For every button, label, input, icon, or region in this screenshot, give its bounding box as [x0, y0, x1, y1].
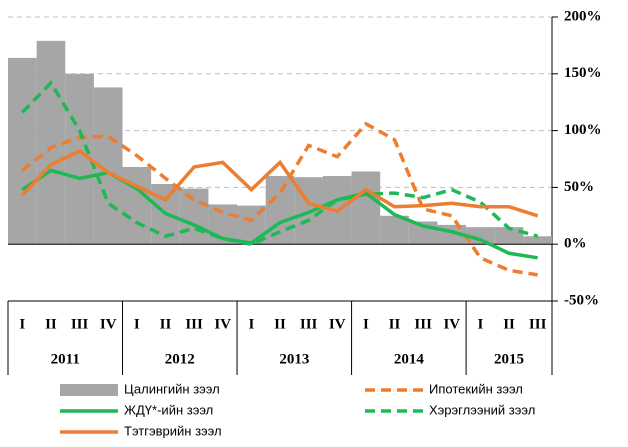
x-tick-label: IV: [329, 316, 346, 332]
x-tick-label: III: [185, 316, 203, 332]
bar: [8, 57, 37, 245]
group-label: 2015: [494, 351, 524, 367]
legend-label: Хэрэглээний зээл: [429, 402, 535, 417]
x-tick-label: II: [274, 316, 286, 332]
group-label: 2014: [394, 351, 425, 367]
bar: [523, 236, 552, 245]
x-tick-label: I: [363, 316, 369, 332]
bar: [494, 227, 524, 245]
legend-label: Ипотекийн зээл: [429, 381, 523, 396]
legend-label: ЖДҮ*-ийн зээл: [124, 402, 213, 417]
y-tick-label: 0%: [564, 236, 587, 252]
x-tick-label: IV: [443, 316, 460, 332]
x-tick-label: II: [160, 316, 172, 332]
y-tick-label: -50%: [564, 292, 599, 308]
group-label: 2012: [165, 351, 195, 367]
bar: [380, 215, 409, 245]
x-tick-label: I: [134, 316, 140, 332]
legend-label: Тэтгэврийн зээл: [124, 423, 222, 438]
y-tick-label: 50%: [564, 179, 594, 195]
bar: [122, 166, 152, 245]
bar: [179, 188, 209, 245]
group-label: 2011: [51, 351, 80, 367]
x-tick-label: III: [300, 316, 318, 332]
x-tick-label: II: [389, 316, 401, 332]
x-tick-label: I: [248, 316, 254, 332]
group-label: 2013: [279, 351, 309, 367]
x-tick-label: I: [19, 316, 25, 332]
x-tick-label: III: [71, 316, 89, 332]
x-tick-label: IV: [214, 316, 231, 332]
x-tick-label: II: [45, 316, 57, 332]
bar: [466, 227, 495, 245]
y-tick-label: 150%: [564, 65, 602, 81]
bar: [36, 40, 66, 245]
x-tick-label: IV: [100, 316, 117, 332]
legend-label: Цалингийн зээл: [124, 381, 220, 396]
line: [21, 149, 539, 218]
bar: [351, 171, 381, 245]
y-tick-label: 100%: [564, 122, 602, 138]
y-tick-label: 200%: [564, 8, 602, 24]
x-tick-label: III: [529, 316, 547, 332]
legend-swatch: [60, 384, 118, 396]
bar: [265, 176, 295, 245]
line: [21, 80, 539, 247]
x-tick-label: II: [503, 316, 515, 332]
x-tick-label: I: [477, 316, 483, 332]
x-tick-label: III: [414, 316, 432, 332]
